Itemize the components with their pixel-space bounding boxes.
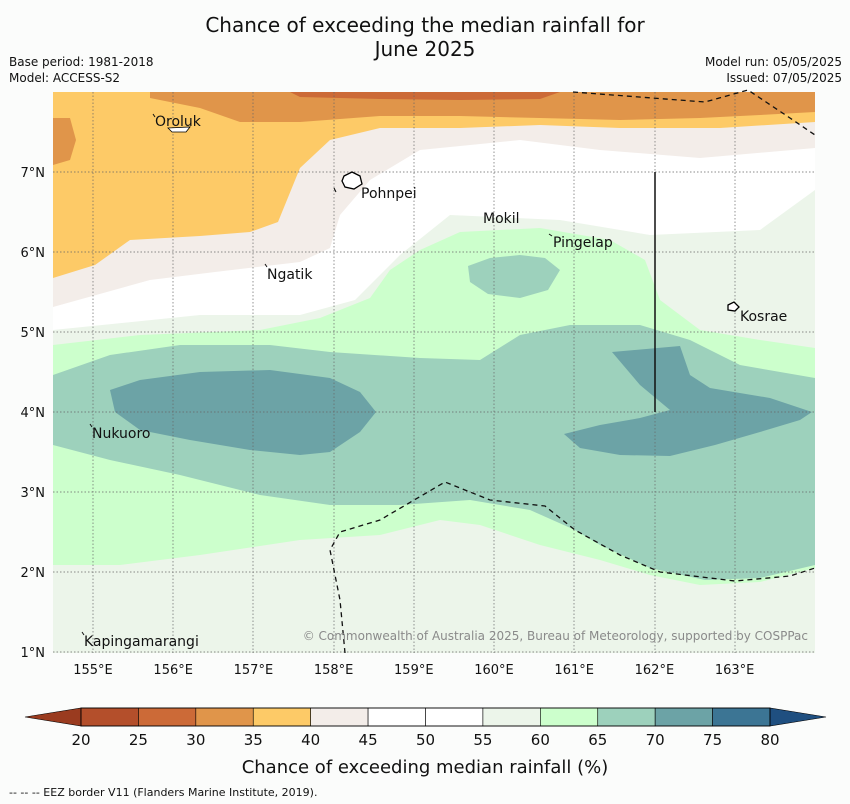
colorbar-tick: 25 xyxy=(129,731,148,749)
colorbar-over-arrow xyxy=(769,707,827,727)
colorbar-tick: 35 xyxy=(244,731,263,749)
model-text: Model: ACCESS-S2 xyxy=(9,71,121,85)
oroluk-atoll xyxy=(167,126,191,133)
colorbar: 20 25 30 35 40 45 50 55 60 65 70 75 80 Chance of exc… xyxy=(24,707,827,778)
colorbar-tick: 55 xyxy=(473,731,492,749)
lat-label: 3°N xyxy=(21,486,46,501)
eez-borders xyxy=(329,89,816,654)
colorbar-cell xyxy=(138,707,197,727)
lon-label: 160°E xyxy=(474,663,514,678)
contour-band-35-40 xyxy=(150,92,815,122)
contour-band-35-40-west xyxy=(53,118,76,165)
lon-label: 161°E xyxy=(554,663,594,678)
colorbar-cell xyxy=(425,707,484,727)
lon-label: 158°E xyxy=(314,663,354,678)
pohnpei-island xyxy=(341,171,363,190)
colorbar-cell xyxy=(712,707,771,727)
place-label-oroluk: Oroluk xyxy=(155,114,202,130)
latitude-tick-labels: 7°N 6°N 5°N 4°N 3°N 2°N 1°N xyxy=(21,166,46,661)
colorbar-tick: 75 xyxy=(703,731,722,749)
lat-label: 4°N xyxy=(21,406,46,421)
colorbar-tick: 45 xyxy=(359,731,378,749)
contour-band-40-45 xyxy=(53,92,815,278)
colorbar-cell xyxy=(654,707,713,727)
contour-band-70-75-east xyxy=(564,346,812,456)
place-label-pingelap: Pingelap xyxy=(553,235,613,251)
place-label-nukuoro: Nukuoro xyxy=(92,426,150,442)
colorbar-tick: 20 xyxy=(71,731,90,749)
probability-contours xyxy=(53,92,815,653)
model-run-text: Model run: 05/05/2025 xyxy=(704,55,842,69)
colorbar-tick: 65 xyxy=(588,731,607,749)
colorbar-cells xyxy=(80,707,771,727)
colorbar-tick: 30 xyxy=(186,731,205,749)
place-labels: Oroluk Pohnpei Mokil Pingelap Ngatik Kosrae Nu… xyxy=(84,114,787,650)
lat-label: 7°N xyxy=(21,166,46,181)
place-label-pohnpei: Pohnpei xyxy=(361,186,417,202)
eez-border-north xyxy=(572,89,816,136)
colorbar-under-arrow xyxy=(24,707,82,727)
issued-text: Issued: 07/05/2025 xyxy=(726,71,842,85)
place-label-ngatik: Ngatik xyxy=(267,267,313,283)
place-label-kapingamarangi: Kapingamarangi xyxy=(84,634,199,650)
contour-band-70-75-west xyxy=(110,370,376,455)
lon-label: 155°E xyxy=(73,663,113,678)
colorbar-tick: 70 xyxy=(646,731,665,749)
colorbar-cell xyxy=(310,707,369,727)
lat-label: 6°N xyxy=(21,246,46,261)
lon-label: 163°E xyxy=(715,663,755,678)
colorbar-tick-labels: 20 25 30 35 40 45 50 55 60 65 70 75 80 xyxy=(71,731,779,749)
contour-band-30-35 xyxy=(290,92,560,100)
islands xyxy=(167,126,740,312)
eez-border-south xyxy=(329,481,816,654)
title-line-1: Chance of exceeding the median rainfall … xyxy=(205,13,645,37)
contour-band-65-70-patch xyxy=(468,255,560,298)
lat-label: 5°N xyxy=(21,326,46,341)
kosrae-island xyxy=(727,301,740,312)
longitude-tick-labels: 155°E 156°E 157°E 158°E 159°E 160°E 161°E 162°E… xyxy=(73,663,754,678)
colorbar-cell xyxy=(80,707,139,727)
colorbar-cell xyxy=(597,707,656,727)
colorbar-cell xyxy=(482,707,541,727)
lat-label: 2°N xyxy=(21,566,46,581)
lon-label: 157°E xyxy=(234,663,274,678)
lat-label: 1°N xyxy=(21,646,46,661)
lon-label: 162°E xyxy=(635,663,675,678)
lon-label: 159°E xyxy=(394,663,434,678)
colorbar-cell xyxy=(367,707,426,727)
place-marks xyxy=(81,113,553,636)
ant-atoll xyxy=(333,187,337,193)
colorbar-cell xyxy=(540,707,599,727)
eez-footnote: -- -- -- EEZ border V11 (Flanders Marine… xyxy=(9,786,318,799)
copyright-text: © Commonwealth of Australia 2025, Bureau… xyxy=(303,629,808,643)
colorbar-tick: 50 xyxy=(416,731,435,749)
lon-label: 156°E xyxy=(153,663,193,678)
colorbar-label: Chance of exceeding median rainfall (%) xyxy=(242,757,609,778)
colorbar-tick: 60 xyxy=(531,731,550,749)
base-period-text: Base period: 1981-2018 xyxy=(9,55,154,69)
title-line-2: June 2025 xyxy=(374,37,476,61)
place-label-mokil: Mokil xyxy=(483,211,520,227)
place-label-kosrae: Kosrae xyxy=(740,309,787,325)
colorbar-tick: 80 xyxy=(760,731,779,749)
colorbar-cell xyxy=(252,707,311,727)
colorbar-tick: 40 xyxy=(301,731,320,749)
colorbar-cell xyxy=(195,707,254,727)
